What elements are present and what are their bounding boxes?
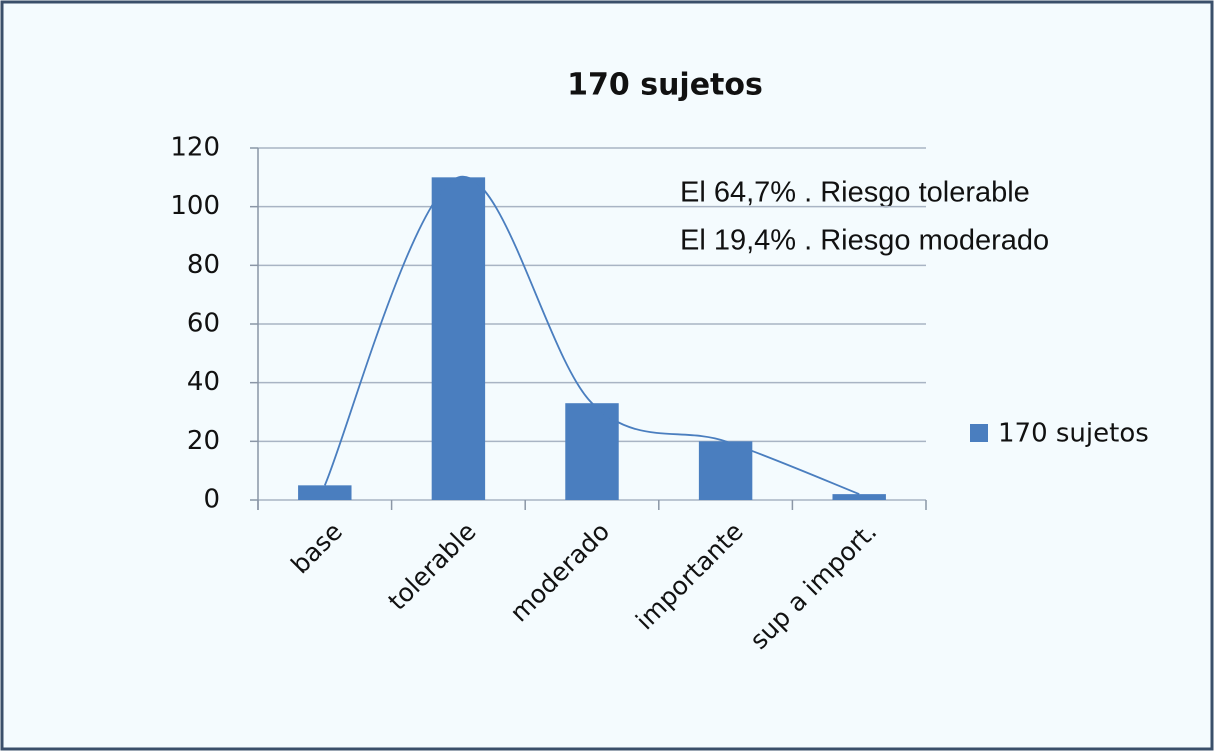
y-tick-label: 80	[187, 250, 220, 280]
y-tick-label: 0	[203, 485, 220, 515]
bar	[565, 403, 619, 500]
chart-title: 170 sujetos	[567, 68, 763, 103]
bar	[832, 494, 886, 500]
legend-label: 170 sujetos	[998, 419, 1149, 449]
y-tick-label: 20	[187, 426, 220, 456]
bar	[431, 177, 486, 501]
annotation: El 64,7% . Riesgo tolerable	[680, 177, 1030, 209]
y-tick-label: 40	[187, 367, 220, 397]
annotation: El 19,4% . Riesgo moderado	[680, 225, 1049, 257]
bar	[698, 441, 753, 500]
y-tick-label: 120	[170, 133, 220, 163]
y-tick-label: 100	[170, 191, 220, 221]
trend-line	[323, 176, 860, 495]
bar	[298, 485, 352, 500]
legend-swatch	[970, 424, 988, 442]
y-tick-label: 60	[187, 309, 220, 339]
